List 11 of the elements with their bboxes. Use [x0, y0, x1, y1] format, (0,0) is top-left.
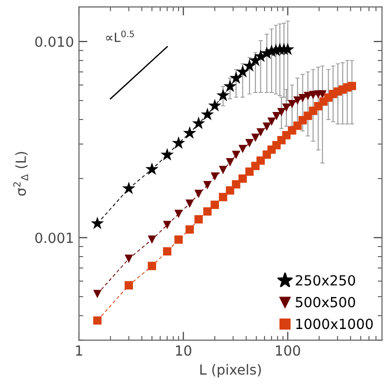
- x-tick-label: 1: [76, 345, 82, 356]
- annotation: ∝L$^{0.5}$: [106, 30, 134, 42]
- y-tick-label: 0.010: [35, 36, 74, 47]
- y-axis-title: σ$^{2}$$_{Δ}$ (L): [13, 152, 28, 196]
- x-tick-label: 100: [276, 345, 300, 356]
- legend-label: 250x250: [296, 275, 356, 286]
- x-axis-title: L (pixels): [200, 364, 261, 378]
- x-tick-label: 10: [176, 345, 192, 356]
- legend-label: 1000x1000: [296, 318, 373, 330]
- legend-label: 500x500: [296, 296, 356, 308]
- y-tick-label: 0.001: [35, 232, 73, 244]
